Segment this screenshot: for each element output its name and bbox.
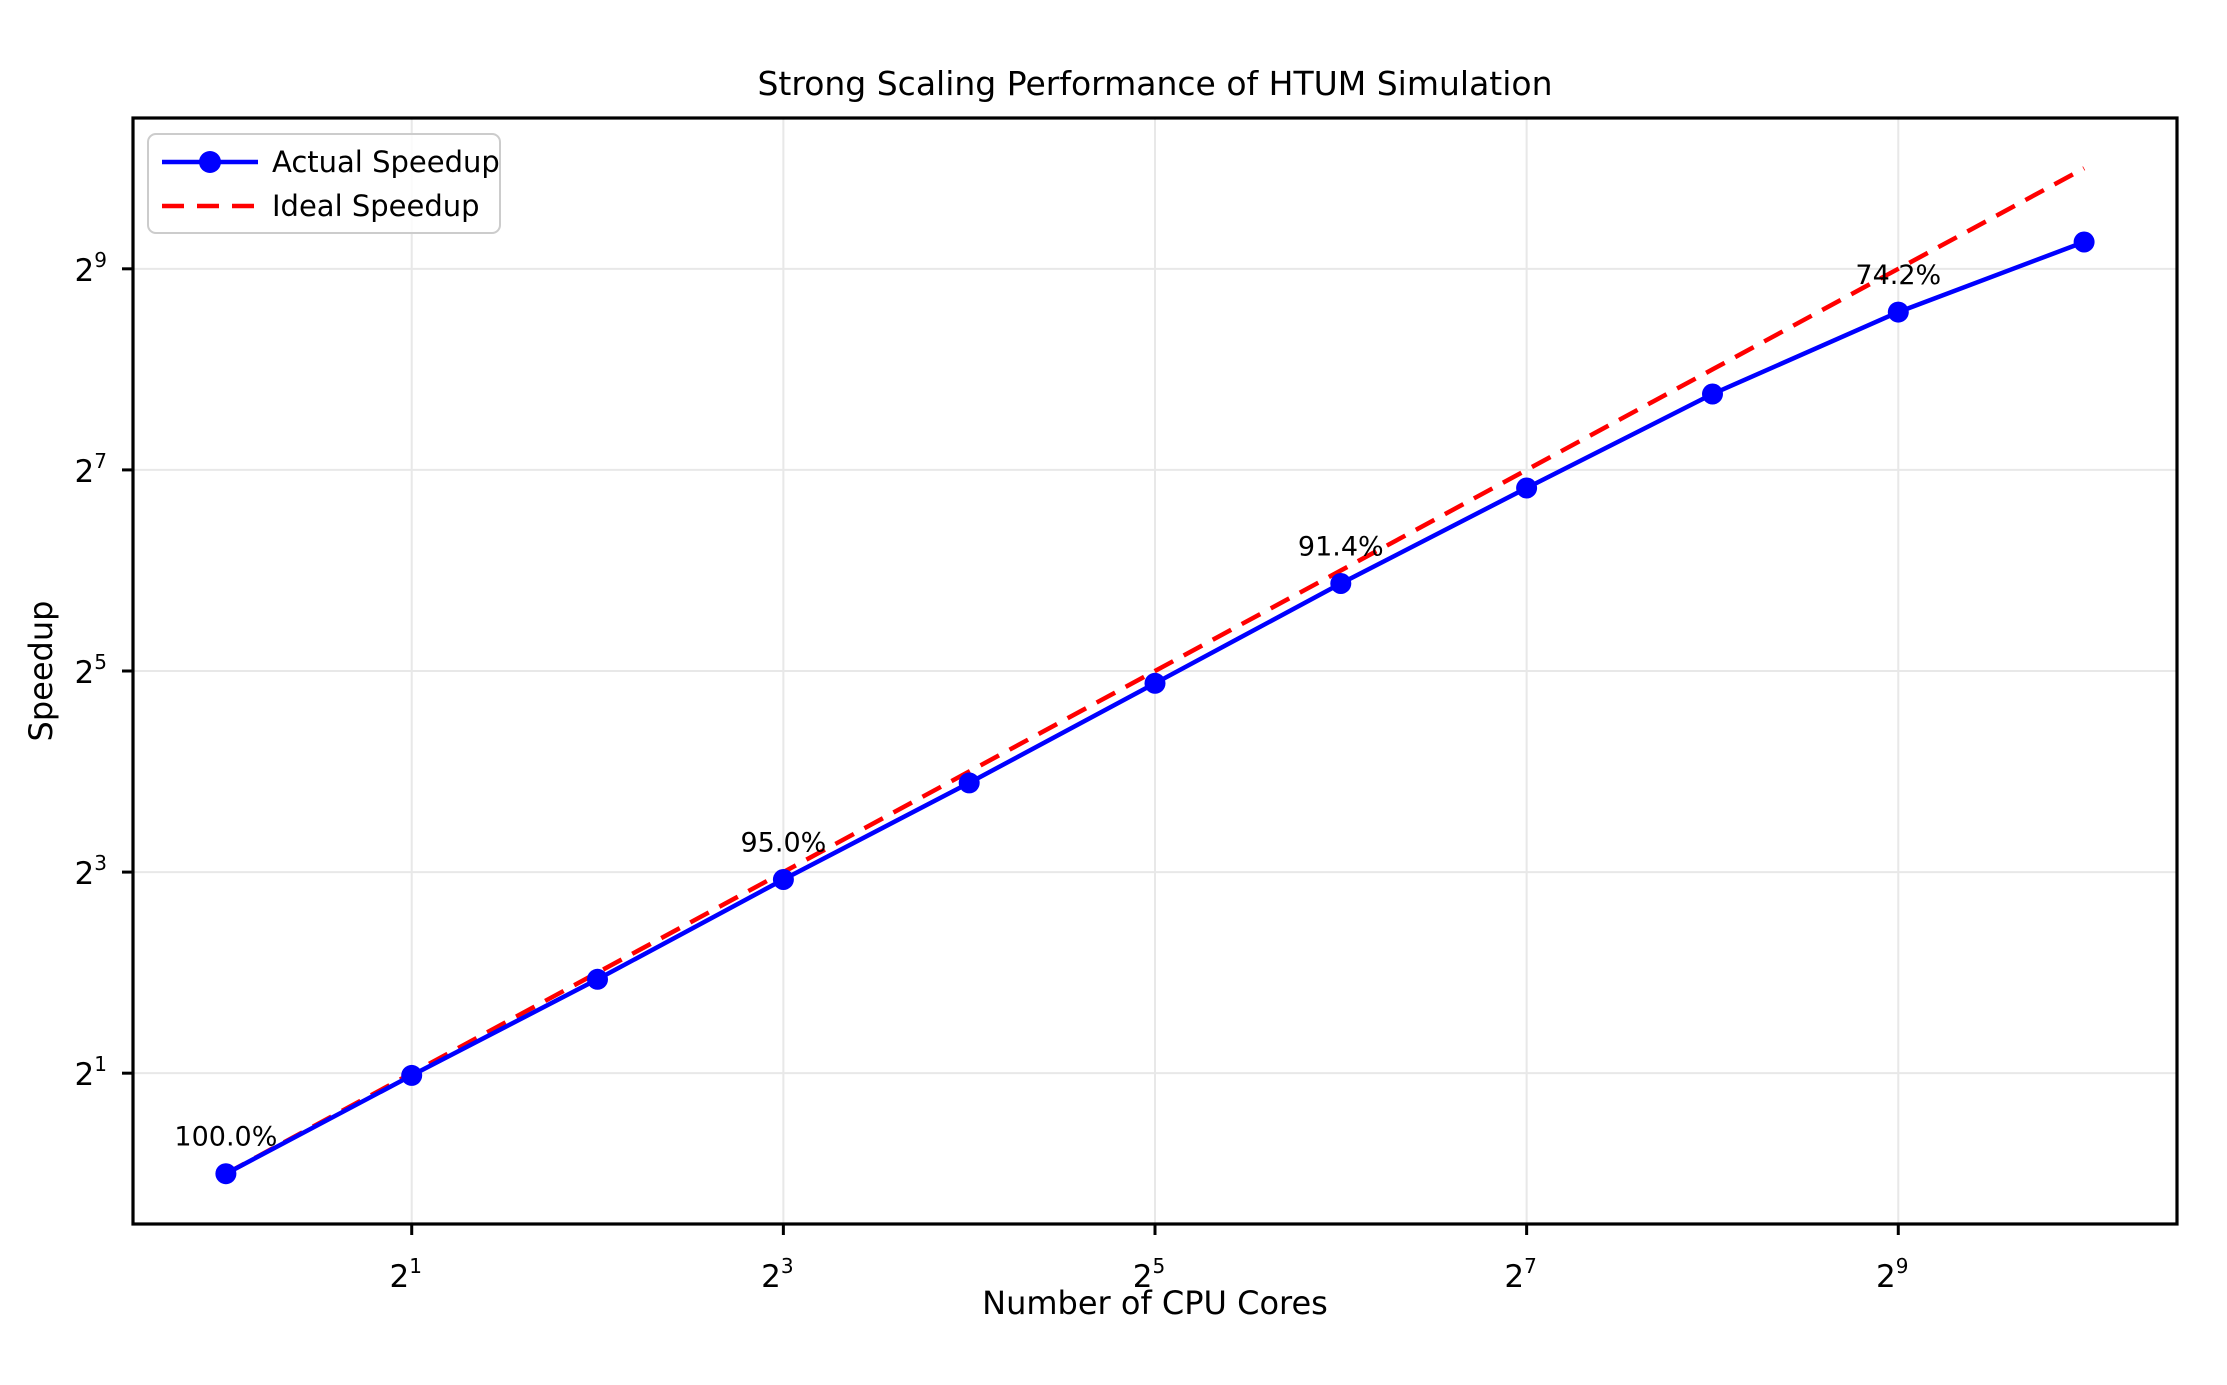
data-point (2073, 231, 2095, 253)
data-point (1887, 301, 1909, 323)
efficiency-annotation: 95.0% (741, 828, 827, 859)
data-point (1144, 672, 1166, 694)
efficiency-annotation: 100.0% (174, 1122, 277, 1153)
x-tick-label: 27 (1504, 1254, 1536, 1295)
data-point (1330, 573, 1352, 594)
efficiency-annotation: 74.2% (1855, 260, 1941, 291)
data-point (587, 968, 608, 990)
efficiency-annotations: 100.0% 95.0% 91.4% 74.2% (174, 260, 1941, 1153)
data-point (1516, 477, 1538, 499)
chart-title: Strong Scaling Performance of HTUM Simul… (757, 64, 1552, 103)
x-axis-label: Number of CPU Cores (982, 1284, 1328, 1322)
y-tick-label: 27 (75, 449, 107, 490)
legend-label-actual: Actual Speedup (272, 145, 500, 179)
efficiency-annotation: 91.4% (1298, 532, 1384, 563)
data-point (215, 1163, 237, 1185)
x-tick-label: 21 (389, 1254, 421, 1295)
data-point (401, 1064, 423, 1086)
legend-marker-actual (199, 151, 221, 173)
y-tick-label: 29 (75, 248, 107, 289)
legend-entry-ideal: Ideal Speedup (162, 189, 480, 223)
y-axis-ticks: 21 23 25 27 29 (75, 248, 133, 1093)
y-axis-label: Speedup (22, 601, 60, 742)
data-points (215, 231, 2095, 1185)
ideal-speedup-line (224, 166, 2086, 1176)
data-point (958, 772, 980, 794)
x-tick-label: 23 (761, 1254, 793, 1295)
data-point (1702, 383, 1723, 405)
legend: Actual Speedup Ideal Speedup (147, 133, 501, 234)
gridlines (133, 118, 2177, 1224)
x-tick-label: 29 (1876, 1254, 1908, 1295)
data-point (772, 869, 794, 890)
y-tick-label: 25 (75, 650, 107, 691)
legend-label-ideal: Ideal Speedup (272, 189, 480, 223)
y-tick-label: 23 (75, 851, 107, 892)
y-tick-label: 21 (75, 1052, 107, 1093)
ideal-speedup-path (224, 166, 2086, 1176)
legend-entry-actual: Actual Speedup (162, 145, 500, 179)
